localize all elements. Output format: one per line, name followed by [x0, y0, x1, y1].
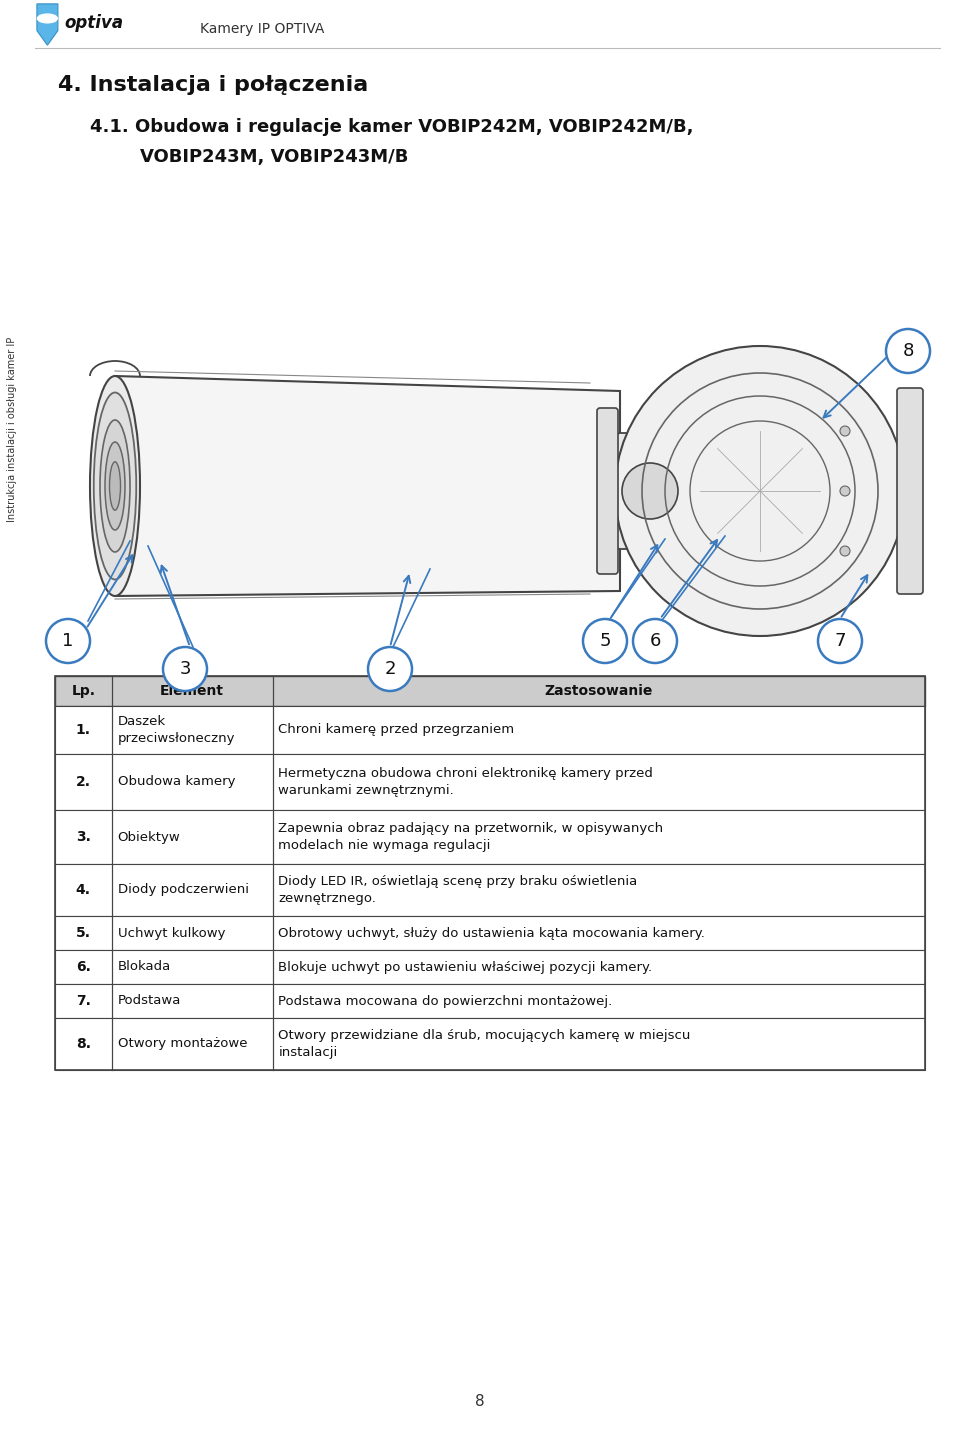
Text: 5.: 5.: [76, 926, 91, 940]
Text: Element: Element: [160, 684, 224, 698]
Text: Kamery IP OPTIVA: Kamery IP OPTIVA: [200, 21, 324, 36]
Text: 8: 8: [902, 342, 914, 361]
Ellipse shape: [100, 421, 130, 552]
Text: Lp.: Lp.: [71, 684, 95, 698]
Text: Blokuje uchwyt po ustawieniu właściwej pozycji kamery.: Blokuje uchwyt po ustawieniu właściwej p…: [278, 960, 653, 973]
Circle shape: [163, 647, 207, 691]
Bar: [55, 985, 925, 1017]
Text: Hermetyczna obudowa chroni elektronikę kamery przed
warunkami zewnętrznymi.: Hermetyczna obudowa chroni elektronikę k…: [278, 767, 654, 797]
Text: 8.: 8.: [76, 1037, 91, 1050]
Text: Daszek
przeciwsłoneczny: Daszek przeciwsłoneczny: [117, 716, 235, 744]
Bar: [55, 916, 925, 950]
Text: Chroni kamerę przed przegrzaniem: Chroni kamerę przed przegrzaniem: [278, 724, 515, 737]
Polygon shape: [36, 4, 58, 46]
Text: Otwory montażowe: Otwory montażowe: [117, 1037, 247, 1050]
Text: Uchwyt kulkowy: Uchwyt kulkowy: [117, 926, 225, 940]
Circle shape: [622, 464, 678, 519]
FancyBboxPatch shape: [597, 408, 618, 574]
Bar: [55, 1017, 925, 1070]
Text: Podstawa mocowana do powierzchni montażowej.: Podstawa mocowana do powierzchni montażo…: [278, 995, 612, 1007]
Circle shape: [818, 620, 862, 663]
Bar: [55, 675, 925, 1070]
Ellipse shape: [105, 442, 125, 529]
Text: Diody LED IR, oświetlają scenę przy braku oświetlenia
zewnętrznego.: Diody LED IR, oświetlają scenę przy brak…: [278, 876, 637, 904]
Text: Otwory przewidziane dla śrub, mocujących kamerę w miejscu
instalacji: Otwory przewidziane dla śrub, mocujących…: [278, 1029, 691, 1059]
Text: 7: 7: [834, 633, 846, 650]
Text: Blokada: Blokada: [117, 960, 171, 973]
Text: VOBIP243M, VOBIP243M/B: VOBIP243M, VOBIP243M/B: [90, 147, 408, 166]
Bar: [55, 675, 925, 705]
Text: 2.: 2.: [76, 776, 91, 788]
Text: Obiektyw: Obiektyw: [117, 830, 180, 843]
Circle shape: [615, 346, 905, 635]
Text: 5: 5: [599, 633, 611, 650]
Text: 4.1. Obudowa i regulacje kamer VOBIP242M, VOBIP242M/B,: 4.1. Obudowa i regulacje kamer VOBIP242M…: [90, 117, 693, 136]
Text: 7.: 7.: [76, 995, 90, 1007]
Ellipse shape: [109, 462, 121, 511]
FancyBboxPatch shape: [617, 434, 683, 550]
Text: 6: 6: [649, 633, 660, 650]
Circle shape: [840, 487, 850, 497]
Circle shape: [583, 620, 627, 663]
Text: 4. Instalacja i połączenia: 4. Instalacja i połączenia: [58, 74, 369, 94]
Text: Diody podczerwieni: Diody podczerwieni: [117, 883, 249, 896]
Bar: [55, 705, 925, 754]
Text: 4.: 4.: [76, 883, 91, 897]
Bar: [55, 950, 925, 985]
Text: 2: 2: [384, 660, 396, 678]
Circle shape: [886, 329, 930, 373]
PathPatch shape: [115, 376, 620, 595]
Circle shape: [368, 647, 412, 691]
Circle shape: [840, 547, 850, 557]
Ellipse shape: [90, 376, 140, 595]
Bar: [55, 864, 925, 916]
Text: optiva: optiva: [64, 14, 124, 33]
Circle shape: [840, 426, 850, 436]
Circle shape: [37, 14, 58, 23]
Circle shape: [46, 620, 90, 663]
Text: Podstawa: Podstawa: [117, 995, 180, 1007]
FancyBboxPatch shape: [897, 388, 923, 594]
Text: Zapewnia obraz padający na przetwornik, w opisywanych
modelach nie wymaga regula: Zapewnia obraz padający na przetwornik, …: [278, 823, 663, 851]
Bar: [55, 754, 925, 810]
Bar: [55, 810, 925, 864]
Text: Zastosowanie: Zastosowanie: [544, 684, 653, 698]
Text: Instrukcja instalacji i obsługi kamer IP: Instrukcja instalacji i obsługi kamer IP: [7, 336, 17, 522]
Text: 1.: 1.: [76, 723, 91, 737]
Text: 3.: 3.: [76, 830, 90, 844]
Ellipse shape: [94, 392, 136, 580]
Text: 3: 3: [180, 660, 191, 678]
Text: 1: 1: [62, 633, 74, 650]
Text: 8: 8: [475, 1394, 485, 1408]
Circle shape: [633, 620, 677, 663]
Text: Obrotowy uchwyt, służy do ustawienia kąta mocowania kamery.: Obrotowy uchwyt, służy do ustawienia kąt…: [278, 926, 706, 940]
Text: Obudowa kamery: Obudowa kamery: [117, 776, 235, 788]
Text: 6.: 6.: [76, 960, 90, 975]
